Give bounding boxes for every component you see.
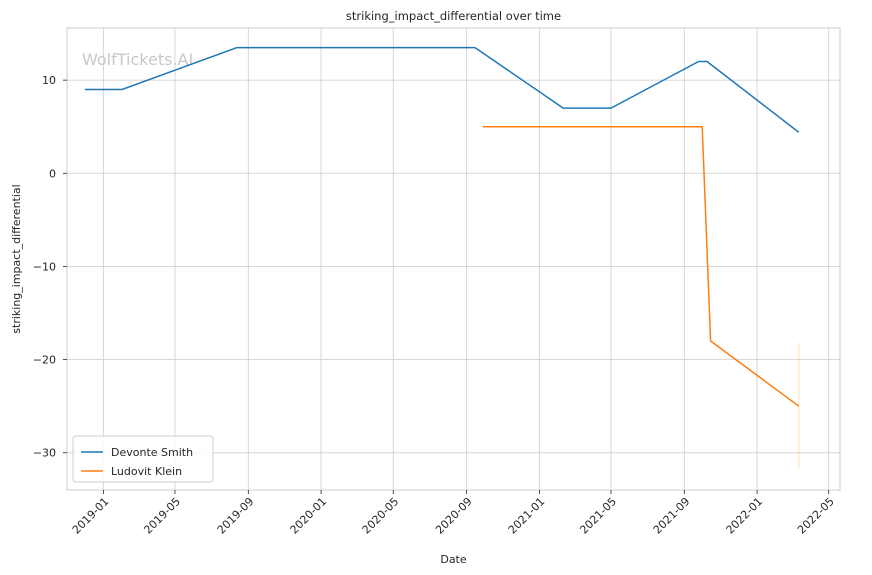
x-gridlines [102,28,830,490]
series-line-ludovit-klein [482,125,800,407]
legend: Devonte Smith Ludovit Klein [72,435,214,483]
watermark: WolfTickets.AI [82,50,193,69]
chart-title: striking_impact_differential over time [346,9,561,23]
y-tick-label: −20 [33,354,56,367]
y-axis-title: striking_impact_differential [10,184,23,333]
plot-frame [66,27,841,491]
y-tick-labels: 10 0 −10 −20 −30 [33,74,67,460]
legend-box [72,435,214,483]
x-axis-title: Date [440,553,467,566]
series-line-devonte-smith [84,46,800,133]
y-tick-label: 0 [49,167,56,180]
y-tick-label: −10 [33,260,56,273]
legend-label: Ludovit Klein [111,465,182,478]
legend-label: Devonte Smith [111,446,193,459]
y-tick-label: 10 [42,74,56,87]
series-layer [84,46,800,470]
y-tick-label: −30 [33,447,56,460]
